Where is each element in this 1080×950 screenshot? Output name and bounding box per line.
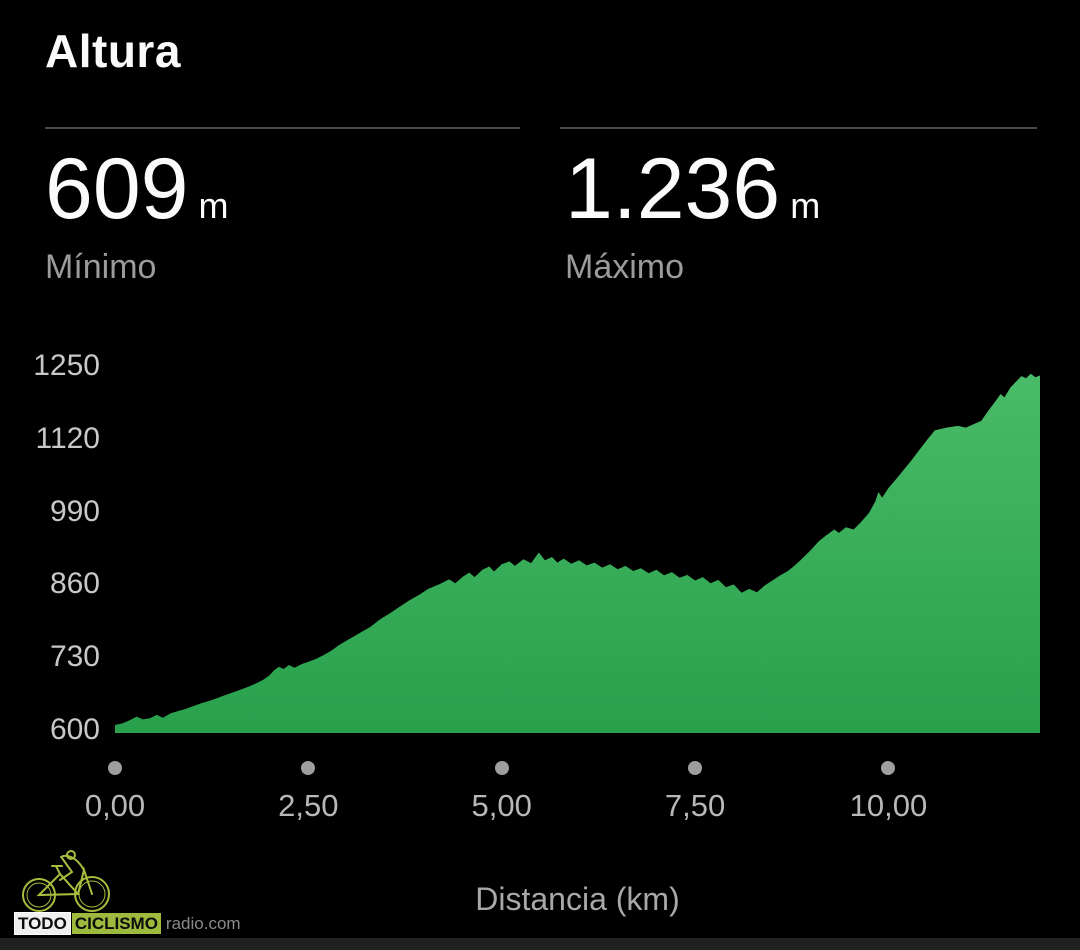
x-tick-label: 7,50 xyxy=(664,788,726,823)
y-tick-label: 990 xyxy=(49,494,100,528)
min-value: 609 xyxy=(45,141,189,237)
brand-todo: TODO xyxy=(14,912,71,935)
brand-ciclismo: CICLISMO xyxy=(71,913,161,934)
y-tick-label: 600 xyxy=(49,713,100,746)
y-tick-label: 1120 xyxy=(35,421,100,455)
y-tick-label: 1250 xyxy=(33,349,100,382)
bottom-bar xyxy=(0,938,1080,950)
x-tick-label: 0,00 xyxy=(84,788,146,823)
stat-maximum: 1.236 m Máximo xyxy=(565,146,820,287)
x-tick-label: 10,00 xyxy=(849,788,928,823)
x-tick-label: 5,00 xyxy=(471,788,532,823)
x-tick-dot xyxy=(108,761,122,775)
x-tick-dot xyxy=(494,761,509,775)
brand-radio: radio.com xyxy=(165,914,241,933)
x-tick-dot xyxy=(881,761,896,775)
min-unit: m xyxy=(198,185,229,226)
divider-min xyxy=(45,127,520,129)
y-tick-label: 730 xyxy=(49,640,100,674)
cyclist-icon xyxy=(22,850,110,912)
x-tick-dot xyxy=(301,761,316,775)
x-tick-dot xyxy=(688,761,703,775)
x-axis-title: Distancia (km) xyxy=(475,881,680,917)
elevation-area xyxy=(115,373,1040,733)
max-label: Máximo xyxy=(565,248,685,286)
page-title: Altura xyxy=(45,25,181,77)
watermark-logo: TODO CICLISMO radio.com xyxy=(14,848,241,935)
min-label: Mínimo xyxy=(45,248,157,286)
stat-minimum: 609 m Mínimo xyxy=(45,146,229,287)
divider-max xyxy=(560,127,1037,129)
watermark-text: TODO CICLISMO radio.com xyxy=(14,912,241,935)
max-value: 1.236 xyxy=(565,141,781,237)
max-unit: m xyxy=(790,185,821,226)
y-tick-label: 860 xyxy=(49,567,100,601)
x-tick-label: 2,50 xyxy=(278,788,339,823)
